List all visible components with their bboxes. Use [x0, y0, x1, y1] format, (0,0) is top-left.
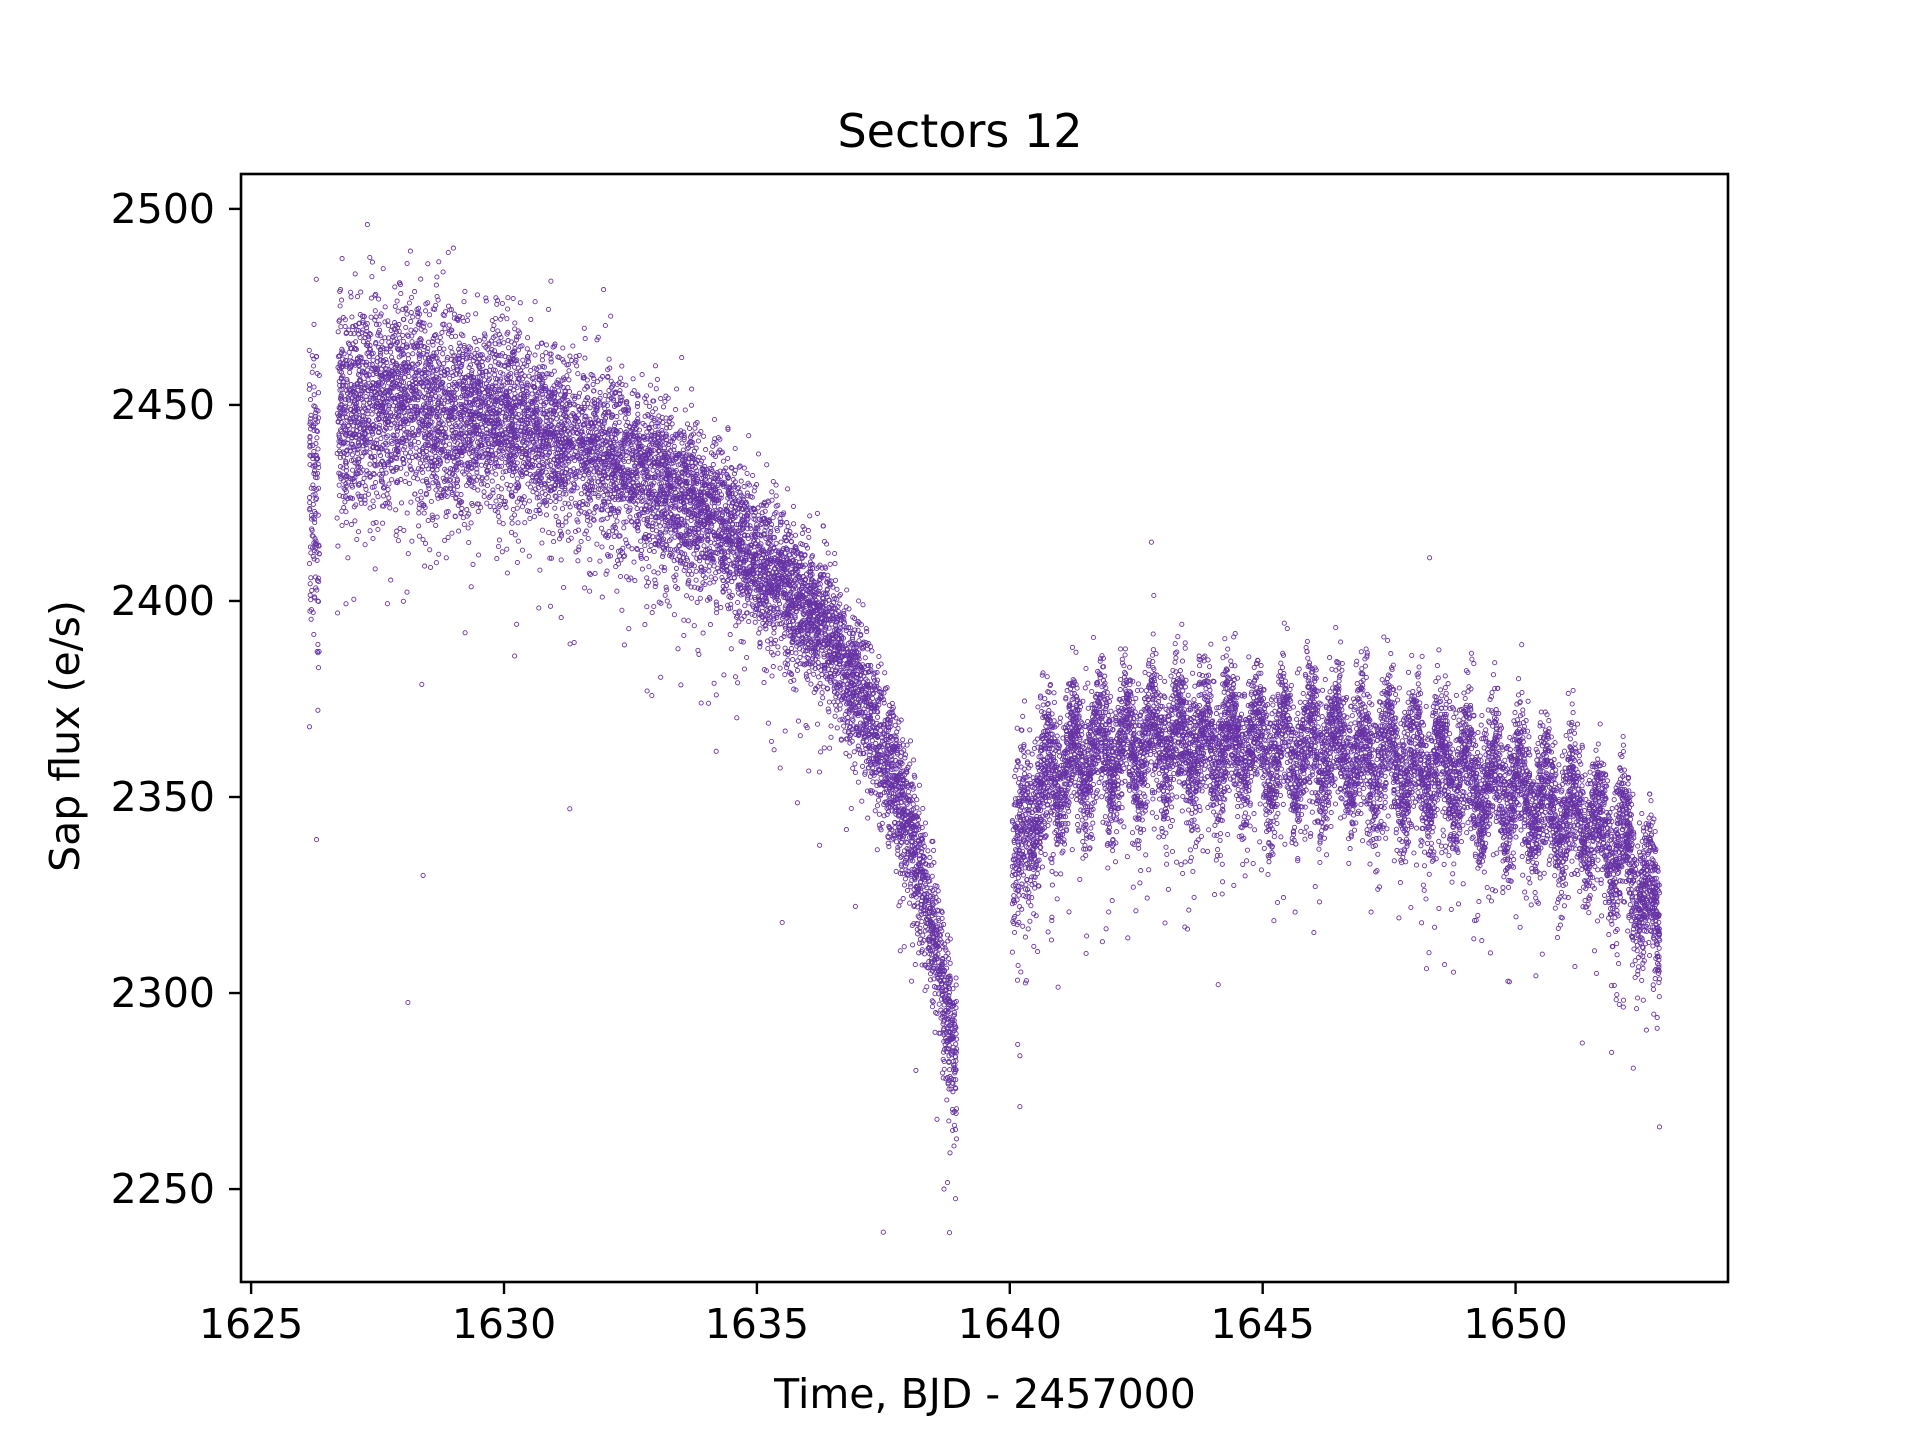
axes-frame: [239, 172, 1730, 1284]
scatter-points: [306, 222, 1663, 1236]
x-tick-label: 1630: [451, 1300, 557, 1348]
x-tick-label: 1640: [957, 1300, 1062, 1348]
y-ticks: [229, 207, 241, 1191]
y-tick-label: 2300: [110, 969, 215, 1018]
y-tick-label: 2450: [110, 380, 215, 429]
y-tick-label: 2400: [110, 576, 215, 625]
x-tick-label: 1625: [198, 1300, 304, 1348]
y-axis-label: Sap flux (e/s): [41, 600, 89, 872]
y-tick-label: 2500: [110, 184, 215, 233]
chart-title: Sectors 12: [837, 104, 1083, 158]
y-tick-label: 2250: [110, 1165, 215, 1214]
x-tick-label: 1635: [704, 1300, 810, 1348]
x-axis-label: Time, BJD - 2457000: [774, 1370, 1196, 1418]
x-ticks: [249, 1282, 1517, 1294]
x-tick-label: 1650: [1463, 1300, 1568, 1348]
y-tick-label: 2350: [110, 773, 215, 821]
x-tick-label: 1645: [1210, 1300, 1315, 1348]
